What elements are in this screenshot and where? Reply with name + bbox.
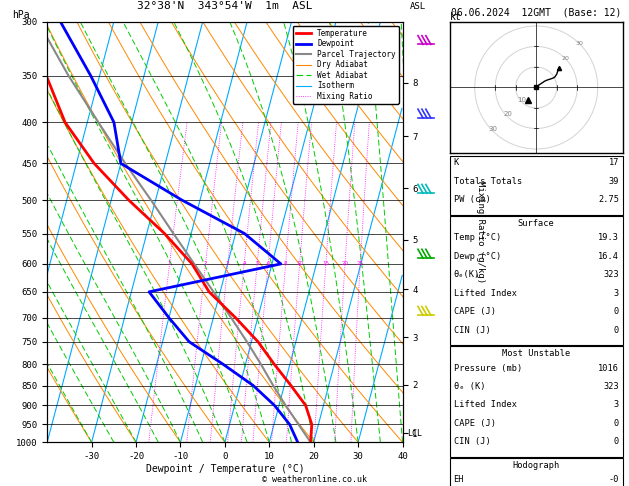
Legend: Temperature, Dewpoint, Parcel Trajectory, Dry Adiabat, Wet Adiabat, Isotherm, Mi: Temperature, Dewpoint, Parcel Trajectory…	[292, 26, 399, 104]
Text: 0: 0	[614, 307, 619, 316]
Text: θₑ(K): θₑ(K)	[454, 270, 480, 279]
Text: 0: 0	[614, 326, 619, 335]
Text: 3: 3	[226, 261, 230, 266]
Text: Lifted Index: Lifted Index	[454, 289, 516, 298]
Text: 30: 30	[576, 41, 584, 47]
Text: 20: 20	[503, 111, 512, 117]
Text: CAPE (J): CAPE (J)	[454, 419, 496, 428]
Text: PW (cm): PW (cm)	[454, 195, 490, 205]
Text: 30: 30	[489, 125, 498, 132]
Text: 19.3: 19.3	[598, 233, 619, 243]
Text: 5: 5	[255, 261, 259, 266]
Text: Mixing Ratio (g/kg): Mixing Ratio (g/kg)	[476, 181, 485, 283]
Text: Surface: Surface	[518, 219, 555, 228]
Text: CAPE (J): CAPE (J)	[454, 307, 496, 316]
Text: 10: 10	[518, 97, 526, 103]
Text: Totals Totals: Totals Totals	[454, 177, 522, 186]
Text: 16.4: 16.4	[598, 252, 619, 261]
Text: 6: 6	[266, 261, 270, 266]
Text: hPa: hPa	[12, 10, 30, 20]
Text: Pressure (mb): Pressure (mb)	[454, 364, 522, 373]
Text: 0: 0	[614, 419, 619, 428]
Text: 06.06.2024  12GMT  (Base: 12): 06.06.2024 12GMT (Base: 12)	[451, 7, 621, 17]
Text: 3: 3	[614, 400, 619, 410]
Text: 15: 15	[322, 261, 330, 266]
X-axis label: Dewpoint / Temperature (°C): Dewpoint / Temperature (°C)	[145, 464, 304, 474]
Text: © weatheronline.co.uk: © weatheronline.co.uk	[262, 474, 367, 484]
Text: -0: -0	[608, 475, 619, 485]
Text: 4: 4	[242, 261, 246, 266]
Text: 20: 20	[342, 261, 348, 266]
Text: 2.75: 2.75	[598, 195, 619, 205]
Text: 2: 2	[204, 261, 208, 266]
Text: Most Unstable: Most Unstable	[502, 349, 571, 358]
Text: kt: kt	[450, 12, 462, 22]
Text: 20: 20	[561, 56, 569, 61]
Text: 1016: 1016	[598, 364, 619, 373]
Text: 3: 3	[614, 289, 619, 298]
Text: 323: 323	[603, 270, 619, 279]
Text: km
ASL: km ASL	[409, 0, 426, 11]
Text: 25: 25	[357, 261, 364, 266]
Text: CIN (J): CIN (J)	[454, 437, 490, 447]
Text: Temp (°C): Temp (°C)	[454, 233, 501, 243]
Text: Dewp (°C): Dewp (°C)	[454, 252, 501, 261]
Text: Lifted Index: Lifted Index	[454, 400, 516, 410]
Text: Hodograph: Hodograph	[513, 461, 560, 470]
Text: EH: EH	[454, 475, 464, 485]
Text: 8: 8	[284, 261, 287, 266]
Text: CIN (J): CIN (J)	[454, 326, 490, 335]
Text: 10: 10	[296, 261, 303, 266]
Text: 1: 1	[168, 261, 171, 266]
Text: LCL: LCL	[407, 429, 421, 438]
Text: 39: 39	[608, 177, 619, 186]
Text: θₑ (K): θₑ (K)	[454, 382, 485, 391]
Text: 323: 323	[603, 382, 619, 391]
Text: K: K	[454, 158, 459, 168]
Text: 32°38'N  343°54'W  1m  ASL: 32°38'N 343°54'W 1m ASL	[137, 1, 313, 11]
Text: 0: 0	[614, 437, 619, 447]
Text: 17: 17	[608, 158, 619, 168]
